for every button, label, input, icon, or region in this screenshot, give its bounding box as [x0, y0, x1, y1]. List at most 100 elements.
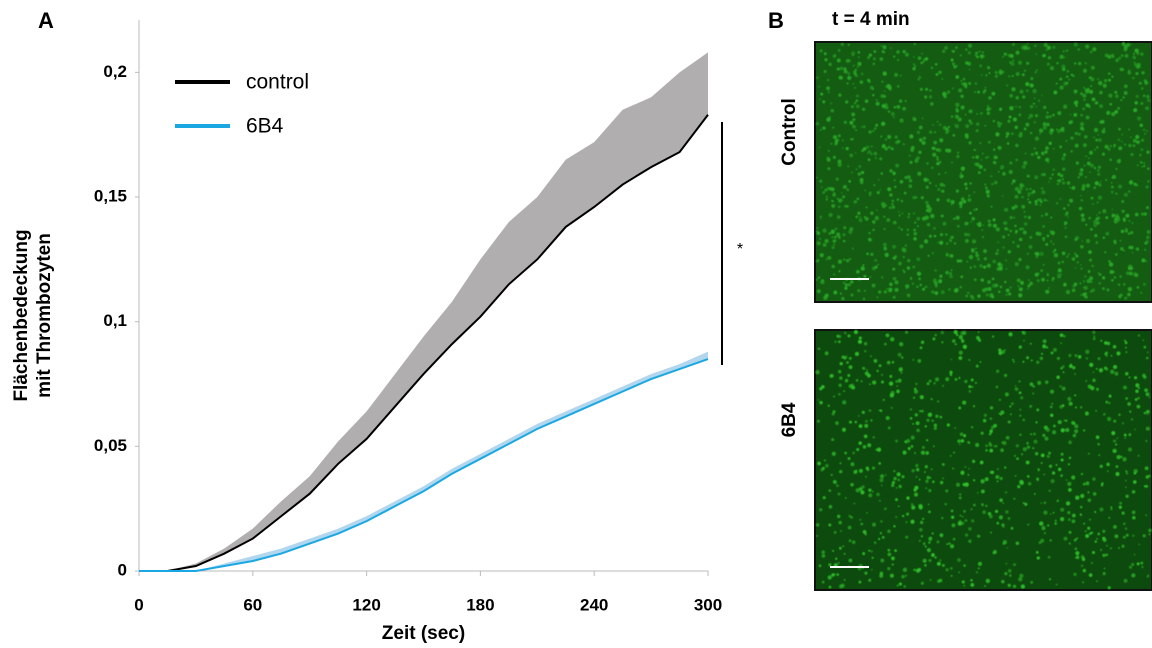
speck [1127, 70, 1132, 75]
speck [1113, 276, 1117, 279]
speck [1122, 68, 1125, 71]
speck [893, 476, 897, 481]
speck [1011, 132, 1014, 136]
speck [861, 149, 864, 153]
speck [868, 53, 872, 57]
speck [1085, 534, 1090, 538]
speck [1053, 90, 1058, 95]
speck [1036, 360, 1040, 364]
speck [848, 420, 852, 424]
speck [916, 130, 921, 135]
speck [1127, 266, 1132, 271]
speck [920, 340, 925, 344]
x-tick-label: 180 [466, 595, 494, 614]
speck [1082, 482, 1086, 486]
speck [1131, 562, 1135, 566]
speck [863, 434, 868, 439]
speck [1067, 463, 1070, 466]
speck [847, 75, 852, 80]
speck [1090, 561, 1093, 564]
speck [974, 381, 977, 384]
speck [890, 147, 894, 151]
speck [967, 43, 973, 48]
speck [863, 274, 867, 278]
speck [842, 281, 846, 285]
speck [1074, 354, 1078, 358]
speck [1077, 176, 1080, 179]
speck [873, 359, 878, 363]
speck [887, 110, 891, 113]
speck [839, 66, 844, 71]
speck [994, 444, 998, 448]
speck [847, 283, 851, 287]
speck [1095, 387, 1099, 391]
speck [1105, 231, 1110, 236]
speck [1132, 76, 1135, 80]
speck [931, 553, 935, 557]
speck [907, 215, 911, 219]
speck [896, 198, 900, 201]
speck [1074, 424, 1079, 429]
speck [911, 282, 915, 285]
speck [1075, 556, 1078, 559]
speck [881, 373, 884, 376]
speck [922, 558, 927, 563]
speck [996, 521, 1000, 525]
speck [843, 69, 848, 74]
speck [849, 120, 854, 125]
speck [870, 550, 873, 553]
speck [913, 42, 916, 46]
speck [1022, 360, 1025, 363]
texture [815, 329, 1152, 590]
speck [860, 170, 865, 175]
speck [864, 419, 868, 423]
speck [1034, 200, 1038, 204]
speck [837, 162, 842, 167]
speck [1030, 152, 1034, 156]
speck [1133, 376, 1138, 380]
speck [1015, 444, 1019, 448]
speck [1015, 50, 1020, 55]
speck [885, 333, 890, 338]
speck [1009, 161, 1013, 165]
speck [1052, 511, 1055, 514]
speck [910, 445, 914, 448]
speck [977, 294, 981, 298]
speck [855, 469, 858, 472]
speck [1056, 499, 1060, 503]
speck [968, 141, 972, 145]
speck [1132, 138, 1137, 143]
speck [961, 82, 965, 86]
speck [1093, 223, 1098, 228]
speck [994, 180, 998, 185]
speck [1124, 54, 1129, 58]
speck [1011, 74, 1014, 78]
speck [1009, 413, 1012, 416]
speck [1102, 208, 1107, 214]
speck [1007, 119, 1011, 123]
speck [925, 439, 929, 442]
speck [878, 500, 881, 502]
speck [916, 257, 921, 262]
speck [968, 385, 972, 389]
speck [966, 260, 969, 263]
speck [1118, 127, 1121, 131]
speck [1064, 235, 1068, 239]
y-tick-label: 0 [118, 560, 127, 579]
speck [1085, 176, 1087, 179]
speck [1050, 216, 1053, 219]
speck [1023, 69, 1027, 72]
speck [1080, 293, 1083, 296]
speck [1080, 555, 1085, 559]
speck [1099, 120, 1103, 124]
speck [1123, 91, 1128, 95]
speck [941, 462, 945, 467]
speck [934, 291, 939, 295]
speck [896, 50, 900, 54]
speck [958, 201, 963, 206]
speck [1084, 135, 1088, 139]
speck [1013, 454, 1016, 457]
speck [1021, 196, 1024, 199]
speck [1021, 204, 1026, 209]
speck [882, 398, 885, 401]
